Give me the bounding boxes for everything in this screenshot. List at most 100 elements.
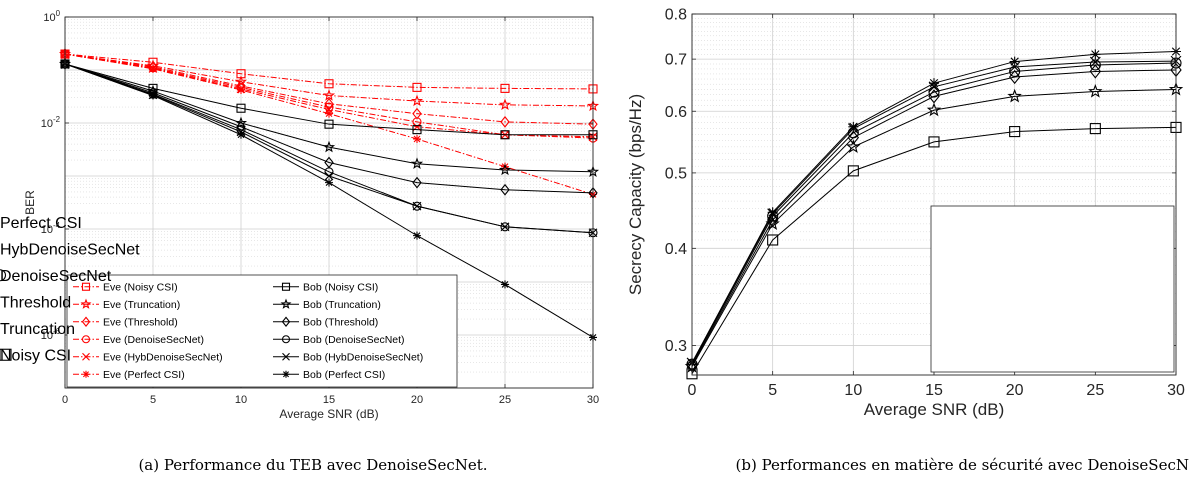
legend-label-perfect-csi: Perfect CSI: [0, 215, 82, 232]
ber-chart: 0 5 10 15 20 25 30 100 10-2 10-4 10-6 Average SNR (…: [23, 9, 599, 421]
series-group: [58, 47, 600, 342]
x-axis-label: Average SNR (dB): [279, 407, 378, 421]
legend-label-eve-noisy-csi: Eve (Noisy CSI): [103, 281, 178, 293]
point-eve-perfect-csi-15: [325, 109, 333, 118]
point-bob-truncation-10: [234, 116, 248, 129]
point-threshold-10: [847, 130, 860, 145]
legend-label-noisy-csi: Noisy CSI: [0, 347, 71, 364]
legend-marker-denoisesecnet: [0, 269, 7, 282]
legend-label-bob-perfect-csi: Bob (Perfect CSI): [303, 369, 385, 381]
point-noisy-csi-10: [847, 165, 859, 177]
series-line-truncation: [691, 88, 1177, 367]
point-eve-perfect-csi-5: [149, 64, 157, 73]
x-tick-label: 0: [688, 382, 697, 399]
x-tick-label: 0: [62, 394, 68, 406]
legend-marker-eve-truncation: [80, 298, 92, 309]
legend-marker-bob-perfect-csi: [282, 370, 290, 378]
x-tick-label: 25: [1086, 382, 1104, 399]
caption-a: (a) Performance du TEB avec DenoiseSecNe…: [138, 456, 487, 474]
point-eve-perfect-csi-20: [413, 134, 421, 143]
point-denoisesecnet-25: [1089, 59, 1101, 71]
point-bob-perfect-csi-15: [325, 178, 333, 187]
point-bob-perfect-csi-20: [413, 231, 421, 240]
point-bob-truncation-20: [410, 157, 424, 169]
point-eve-threshold-20: [412, 107, 422, 120]
y-tick-label: 10-6: [41, 327, 61, 342]
legend-label-eve-perfect-csi: Eve (Perfect CSI): [103, 369, 185, 381]
series-line-eve-noisy-csi: [64, 53, 594, 90]
secrecy-capacity-chart: 0 5 10 15 20 25 30 0.3 0.4 0.5 0.6 0.7 0.8 Average SN…: [0, 7, 1185, 419]
legend-label-bob-truncation: Bob (Truncation): [303, 299, 381, 311]
point-perfect-csi-5: [767, 207, 778, 218]
legend-label-eve-denoisesecnet: Eve (DenoiseSecNet): [103, 334, 204, 346]
point-eve-truncation-25: [498, 98, 512, 110]
y-tick-label: 0.6: [665, 104, 687, 121]
point-eve-hybdenoisesecnet-15: [324, 105, 334, 114]
series-line-bob-truncation: [64, 63, 594, 173]
point-truncation-20: [1007, 88, 1022, 103]
legend-label-denoisesecnet: DenoiseSecNet: [0, 268, 112, 285]
point-bob-threshold-25: [500, 183, 510, 196]
point-denoisesecnet-20: [1009, 65, 1021, 77]
legend-label-hybdenoisesecnet: HybDenoiseSecNet: [0, 241, 140, 258]
series-group: [684, 46, 1184, 380]
point-eve-noisy-csi-15: [324, 79, 334, 89]
legend-marker-eve-noisy-csi: [81, 282, 91, 291]
legend-label-bob-noisy-csi: Bob (Noisy CSI): [303, 281, 378, 293]
y-axis-label: Secrecy Capacity (bps/Hz): [626, 94, 645, 295]
legend-marker-noisy-csi: [0, 348, 12, 361]
legend-marker-eve-perfect-csi: [82, 370, 90, 378]
legend: Eve (Noisy CSI) Eve (Truncation) Eve (Thre…: [66, 274, 458, 388]
point-denoisesecnet-5: [767, 210, 779, 222]
legend-marker-bob-noisy-csi: [281, 282, 291, 291]
point-bob-threshold-20: [412, 176, 422, 189]
legend-label-bob-denoisesecnet: Bob (DenoiseSecNet): [303, 334, 405, 346]
point-truncation-5: [765, 216, 780, 231]
point-eve-perfect-csi-10: [237, 85, 245, 94]
point-bob-truncation-25: [498, 163, 512, 176]
legend-box: [930, 205, 1175, 373]
legend-marker-eve-denoisesecnet: [81, 335, 91, 344]
point-threshold-20: [1008, 69, 1021, 85]
legend: Perfect CSI HybDenoiseSecNet DenoiseSecNet…: [0, 205, 1175, 373]
point-bob-hybdenoisesecnet-20: [412, 201, 422, 211]
point-truncation-10: [846, 139, 861, 154]
y-tick-label: 0.5: [665, 165, 687, 182]
legend-label-bob-threshold: Bob (Threshold): [303, 316, 378, 328]
point-noisy-csi-25: [1089, 123, 1101, 135]
point-threshold-25: [1089, 64, 1102, 79]
legend-label-truncation: Truncation: [0, 321, 75, 338]
x-tick-label: 5: [150, 394, 156, 406]
point-bob-hybdenoisesecnet-15: [324, 171, 334, 181]
x-tick-label: 30: [1167, 382, 1185, 399]
point-hybdenoisesecnet-10: [847, 123, 859, 134]
point-eve-noisy-csi-25: [500, 83, 510, 93]
legend-label-threshold: Threshold: [0, 294, 71, 311]
y-axis-label: BER: [23, 190, 37, 215]
legend-label-eve-truncation: Eve (Truncation): [103, 299, 180, 311]
point-bob-perfect-csi-10: [237, 130, 245, 139]
x-tick-label: 25: [499, 394, 511, 406]
caption-b: (b) Performances en matière de sécurité …: [736, 456, 1189, 474]
point-truncation-15: [926, 102, 942, 117]
point-eve-noisy-csi-20: [412, 82, 422, 92]
point-noisy-csi-20: [1009, 126, 1021, 138]
point-bob-noisy-csi-15: [324, 119, 334, 129]
point-truncation-25: [1088, 83, 1103, 98]
x-tick-label: 20: [1006, 382, 1024, 399]
point-eve-truncation-15: [322, 89, 336, 101]
x-tick-label: 10: [844, 382, 862, 399]
legend-marker-bob-hybdenoisesecnet: [282, 352, 290, 361]
y-tick-label: 10-2: [41, 115, 60, 130]
x-axis-label: Average SNR (dB): [864, 400, 1004, 419]
x-tick-label: 20: [411, 394, 423, 406]
y-tick-label: 0.3: [665, 338, 687, 355]
legend-label-bob-hybdenoisesecnet: Bob (HybDenoiseSecNet): [303, 351, 423, 363]
point-bob-perfect-csi-25: [501, 280, 509, 289]
point-noisy-csi-15: [928, 136, 940, 148]
point-denoisesecnet-15: [928, 86, 940, 98]
x-tick-label: 15: [925, 382, 943, 399]
y-tick-label: 100: [43, 9, 60, 24]
point-perfect-csi-10: [848, 121, 859, 132]
